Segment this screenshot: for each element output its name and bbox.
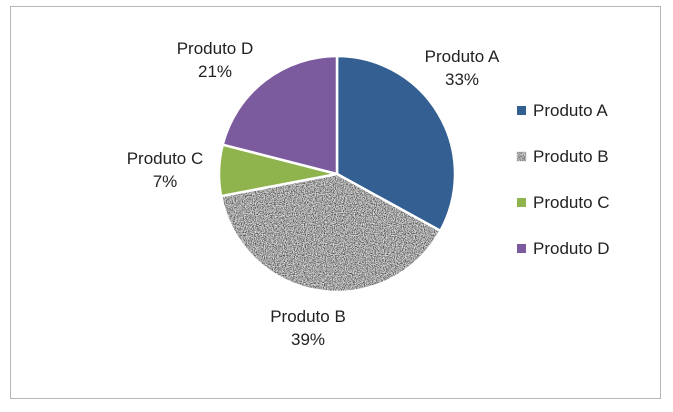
legend-label-produto-d: Produto D xyxy=(533,239,610,258)
slice-label-produto-c-value: 7% xyxy=(153,172,178,191)
legend-label-produto-b: Produto B xyxy=(533,147,609,166)
legend-swatch-produto-d xyxy=(517,244,526,253)
legend-swatch-produto-b xyxy=(516,151,527,162)
pie-slice-produto-b xyxy=(219,172,442,294)
slice-label-produto-d-value: 21% xyxy=(198,62,232,81)
slice-label-produto-a-name: Produto A xyxy=(425,47,500,66)
legend-swatch-produto-c xyxy=(517,198,526,207)
pie-slices xyxy=(217,54,457,294)
slice-label-produto-a-value: 33% xyxy=(445,70,479,89)
slice-label-produto-c-name: Produto C xyxy=(127,149,204,168)
slice-label-produto-b-value: 39% xyxy=(291,330,325,349)
legend-label-produto-c: Produto C xyxy=(533,193,610,212)
slice-label-produto-d-name: Produto D xyxy=(177,39,254,58)
pie-slice-produto-a xyxy=(335,54,457,233)
pie-slice-produto-d xyxy=(221,54,339,176)
slice-labels: Produto A 33% Produto B 39% Produto C 7%… xyxy=(127,39,500,349)
legend-swatch-produto-a xyxy=(517,106,526,115)
legend: Produto A Produto B Produto C Produto D xyxy=(516,101,610,258)
legend-label-produto-a: Produto A xyxy=(533,101,608,120)
slice-label-produto-b-name: Produto B xyxy=(270,307,346,326)
